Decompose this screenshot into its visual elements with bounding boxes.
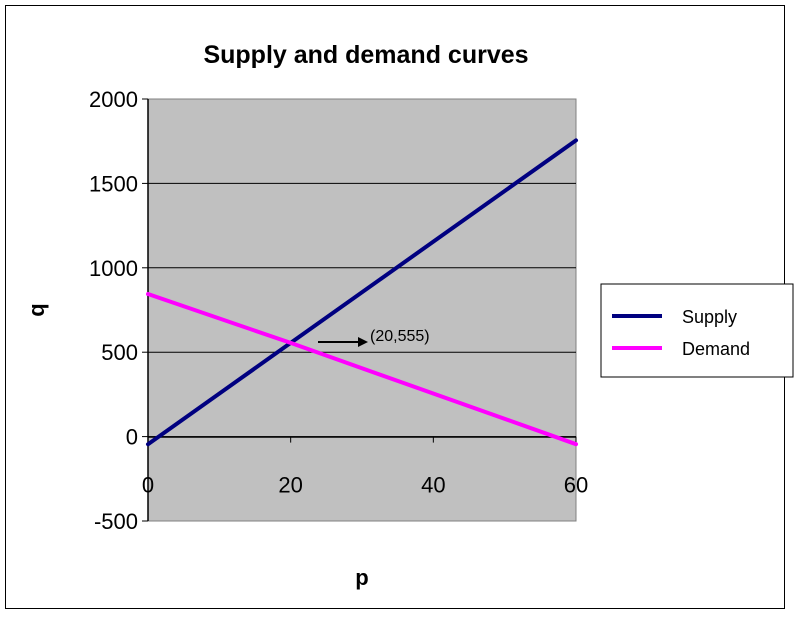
x-tick-label: 40 bbox=[421, 473, 445, 498]
series-lines bbox=[146, 138, 578, 447]
y-axis-ticks: -500 0 500 1000 1500 2000 bbox=[89, 87, 148, 534]
x-tick-label: 60 bbox=[564, 473, 588, 498]
x-axis-label: p bbox=[355, 565, 368, 590]
chart-title: Supply and demand curves bbox=[203, 41, 528, 69]
legend-label-demand: Demand bbox=[682, 339, 750, 359]
y-tick-label: 1000 bbox=[89, 256, 138, 281]
y-tick-label: 500 bbox=[101, 340, 138, 365]
y-tick-label: -500 bbox=[94, 509, 138, 534]
y-tick-label: 0 bbox=[126, 425, 138, 450]
legend: Supply Demand bbox=[600, 283, 794, 378]
y-axis-label: q bbox=[24, 303, 49, 316]
plot-area bbox=[147, 98, 577, 522]
series-line-demand bbox=[146, 291, 578, 447]
x-tick-label: 20 bbox=[278, 473, 302, 498]
x-axis-ticks: 0 20 40 60 bbox=[142, 436, 588, 498]
y-tick-label: 1500 bbox=[89, 171, 138, 196]
legend-box bbox=[600, 283, 794, 378]
equilibrium-annotation: (20,555) bbox=[370, 328, 430, 345]
y-tick-label: 2000 bbox=[89, 87, 138, 112]
legend-label-supply: Supply bbox=[682, 307, 737, 327]
